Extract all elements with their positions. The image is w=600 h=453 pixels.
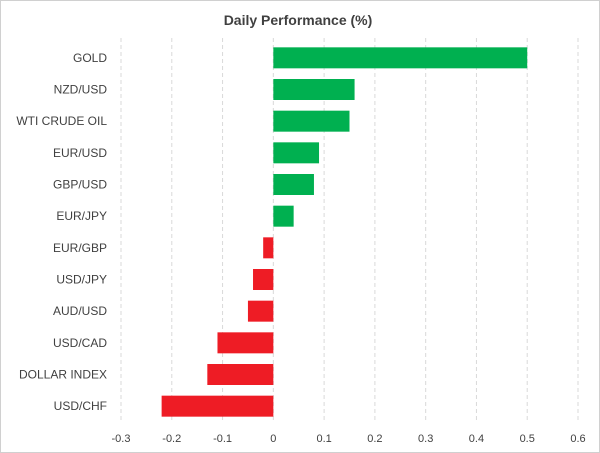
chart-title: Daily Performance (%): [224, 12, 373, 28]
bar: [207, 364, 274, 385]
gridlines: [120, 38, 579, 422]
bar: [263, 237, 274, 259]
bar: [273, 79, 355, 100]
category-label: WTI CRUDE OIL: [16, 114, 107, 128]
category-label: USD/CAD: [53, 336, 107, 350]
x-tick-label: 0: [270, 433, 276, 445]
category-label: EUR/JPY: [56, 209, 107, 223]
bar: [253, 269, 274, 290]
bar: [247, 300, 274, 322]
bars: [161, 47, 528, 417]
x-tick-label: 0.3: [418, 433, 433, 445]
x-tick-label: 0.5: [520, 433, 535, 445]
category-labels: GOLD NZD/USD WTI CRUDE OIL EUR/USD GBP/USD EU…: [16, 51, 107, 413]
category-label: NZD/USD: [54, 83, 108, 97]
x-tick-label: 0.1: [316, 433, 331, 445]
bar: [273, 205, 294, 227]
category-label: EUR/GBP: [53, 241, 107, 255]
category-label: USD/CHF: [54, 399, 107, 413]
category-label: GOLD: [73, 51, 107, 65]
category-label: EUR/USD: [53, 146, 107, 160]
category-label: GBP/USD: [53, 178, 107, 192]
x-tick-labels: -0.3 -0.2 -0.1 0 0.1 0.2 0.3 0.4 0.5 0.6: [112, 433, 586, 445]
bar: [161, 395, 274, 417]
x-tick-label: 0.4: [469, 433, 484, 445]
bar: [273, 47, 528, 69]
x-tick-label: -0.3: [112, 433, 131, 445]
category-label: USD/JPY: [56, 273, 107, 287]
x-tick-label: -0.1: [213, 433, 232, 445]
bar: [273, 110, 350, 132]
bar: [217, 332, 274, 354]
x-tick-label: 0.2: [367, 433, 382, 445]
bar: [273, 142, 320, 164]
category-label: DOLLAR INDEX: [19, 368, 107, 382]
bar: [273, 174, 314, 195]
x-tick-label: -0.2: [162, 433, 181, 445]
category-label: AUD/USD: [53, 304, 107, 318]
x-tick-label: 0.6: [570, 433, 585, 445]
